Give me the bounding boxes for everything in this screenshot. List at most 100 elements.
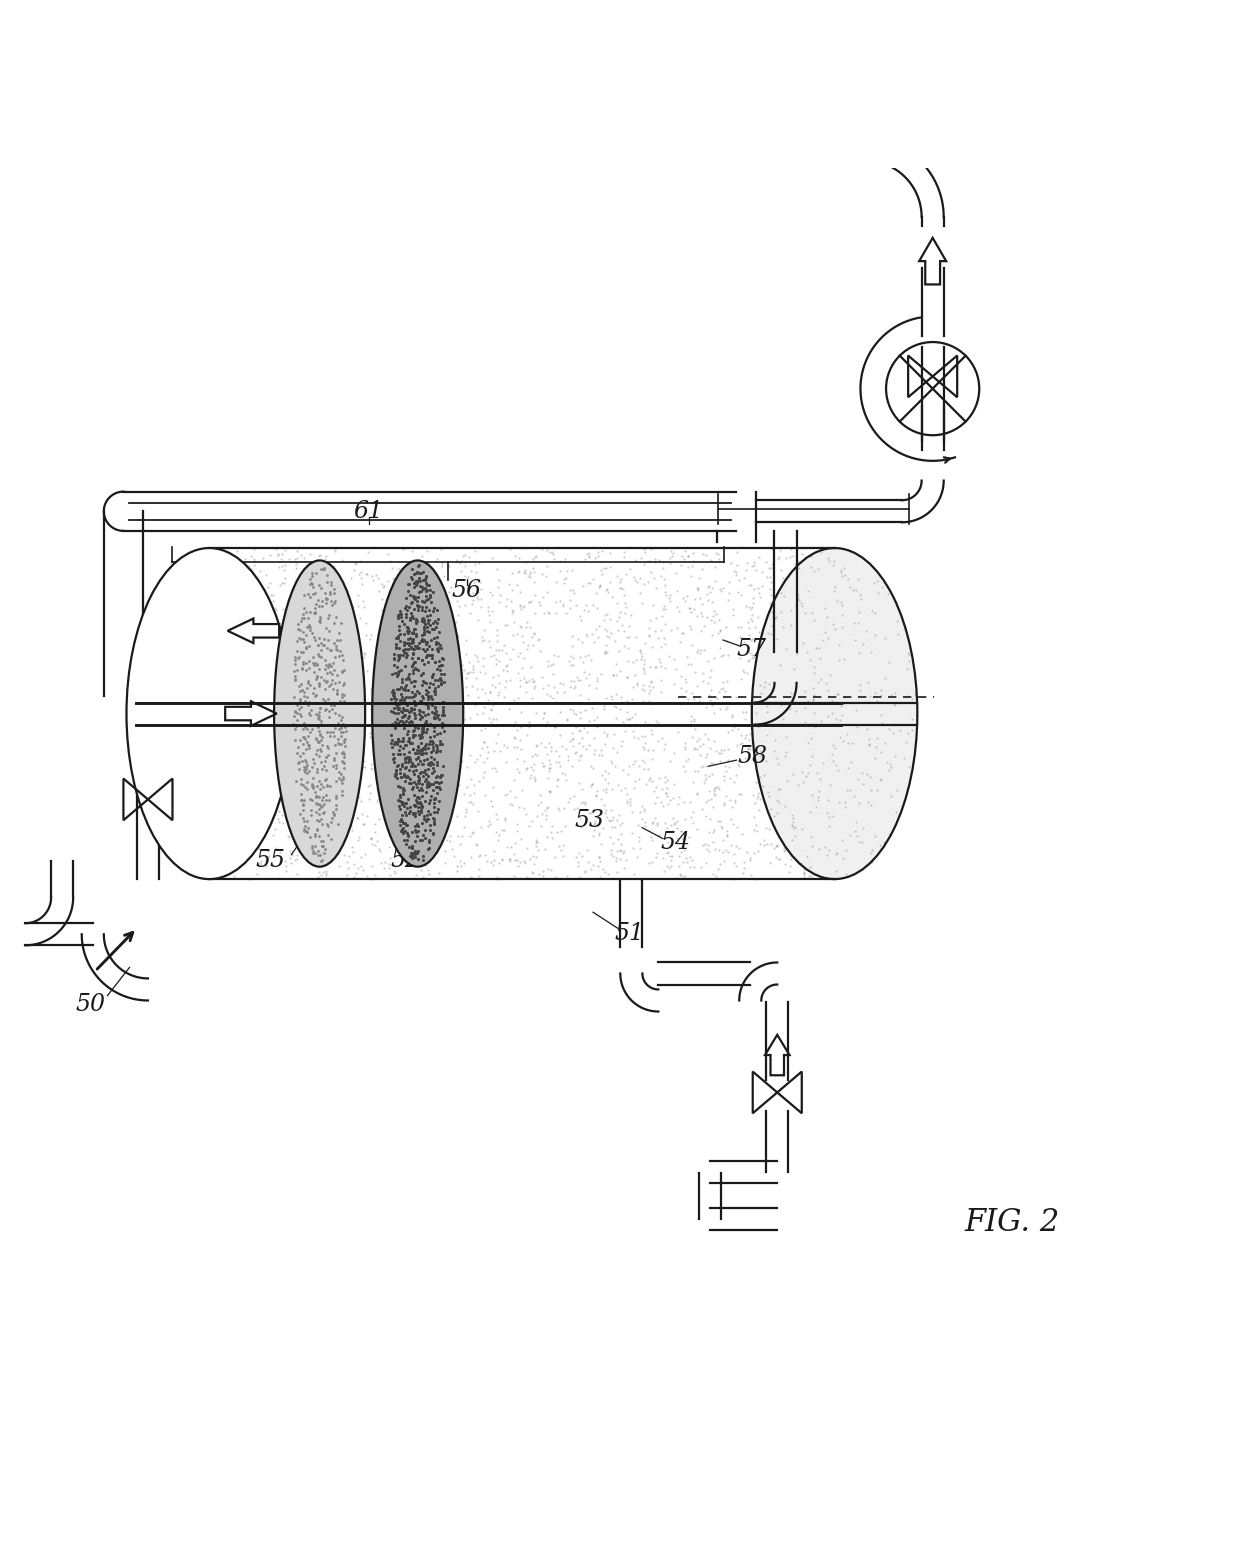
Point	[241, 648, 260, 673]
Point	[420, 817, 440, 842]
Point	[389, 812, 409, 837]
Point	[316, 615, 336, 640]
Point	[414, 589, 434, 614]
Point	[429, 861, 449, 886]
Point	[274, 711, 294, 736]
Point	[539, 748, 559, 773]
Point	[515, 559, 534, 584]
Point	[655, 597, 675, 622]
Point	[573, 789, 593, 814]
Point	[625, 769, 645, 793]
Point	[394, 623, 414, 648]
Point	[388, 603, 408, 628]
Point	[403, 684, 423, 709]
Point	[415, 553, 435, 578]
Point	[804, 848, 823, 873]
Point	[253, 587, 273, 612]
Point	[389, 636, 409, 661]
Point	[348, 825, 368, 850]
Point	[661, 539, 681, 564]
Point	[683, 811, 703, 836]
Point	[386, 700, 405, 725]
Point	[392, 790, 412, 815]
Point	[305, 651, 325, 676]
Point	[510, 795, 529, 820]
Point	[412, 609, 432, 634]
Point	[795, 536, 815, 561]
Point	[342, 715, 362, 740]
Point	[427, 765, 446, 790]
Point	[444, 615, 464, 640]
Point	[489, 662, 508, 687]
Point	[345, 636, 365, 661]
Point	[544, 714, 564, 739]
Point	[682, 553, 702, 578]
Point	[580, 812, 600, 837]
Point	[329, 842, 348, 867]
Point	[820, 662, 839, 687]
Point	[691, 744, 711, 769]
Point	[614, 709, 634, 734]
Point	[553, 690, 573, 715]
Point	[239, 672, 259, 697]
Point	[553, 733, 573, 758]
Point	[425, 667, 445, 692]
Point	[418, 642, 438, 667]
Point	[320, 637, 340, 662]
Point	[384, 653, 404, 678]
Point	[497, 612, 517, 637]
Point	[386, 762, 405, 787]
Point	[383, 747, 403, 772]
Point	[315, 547, 335, 572]
Point	[353, 589, 373, 614]
Point	[386, 817, 405, 842]
Point	[797, 639, 817, 664]
Point	[472, 625, 492, 650]
Point	[461, 673, 481, 698]
Point	[401, 767, 420, 792]
Point	[423, 672, 443, 697]
Point	[827, 683, 847, 708]
Point	[508, 759, 528, 784]
Point	[888, 622, 908, 647]
Point	[729, 569, 749, 594]
Point	[294, 801, 314, 826]
Point	[699, 839, 719, 864]
Point	[681, 708, 701, 733]
Point	[350, 745, 370, 770]
Point	[706, 775, 725, 800]
Point	[386, 692, 405, 717]
Point	[331, 762, 351, 787]
Point	[837, 778, 857, 803]
Point	[656, 779, 676, 804]
Point	[414, 611, 434, 636]
Point	[242, 586, 262, 611]
Point	[521, 754, 541, 779]
Point	[321, 809, 341, 834]
Point	[425, 701, 445, 726]
Point	[799, 731, 818, 756]
Point	[832, 601, 852, 626]
Point	[412, 689, 432, 714]
Point	[645, 547, 665, 572]
Point	[562, 754, 582, 779]
Point	[463, 659, 482, 684]
Point	[208, 728, 228, 753]
Point	[482, 664, 502, 689]
Point	[417, 720, 436, 745]
Point	[417, 711, 436, 736]
Point	[277, 720, 296, 745]
Point	[392, 704, 412, 729]
Point	[331, 708, 351, 733]
Point	[802, 840, 822, 865]
Point	[512, 654, 532, 679]
Point	[489, 567, 508, 592]
Point	[299, 676, 319, 701]
Point	[331, 654, 351, 679]
Point	[549, 798, 569, 823]
Point	[310, 683, 330, 708]
Point	[376, 756, 396, 781]
Point	[857, 762, 877, 787]
Point	[366, 818, 386, 843]
Point	[823, 770, 843, 795]
